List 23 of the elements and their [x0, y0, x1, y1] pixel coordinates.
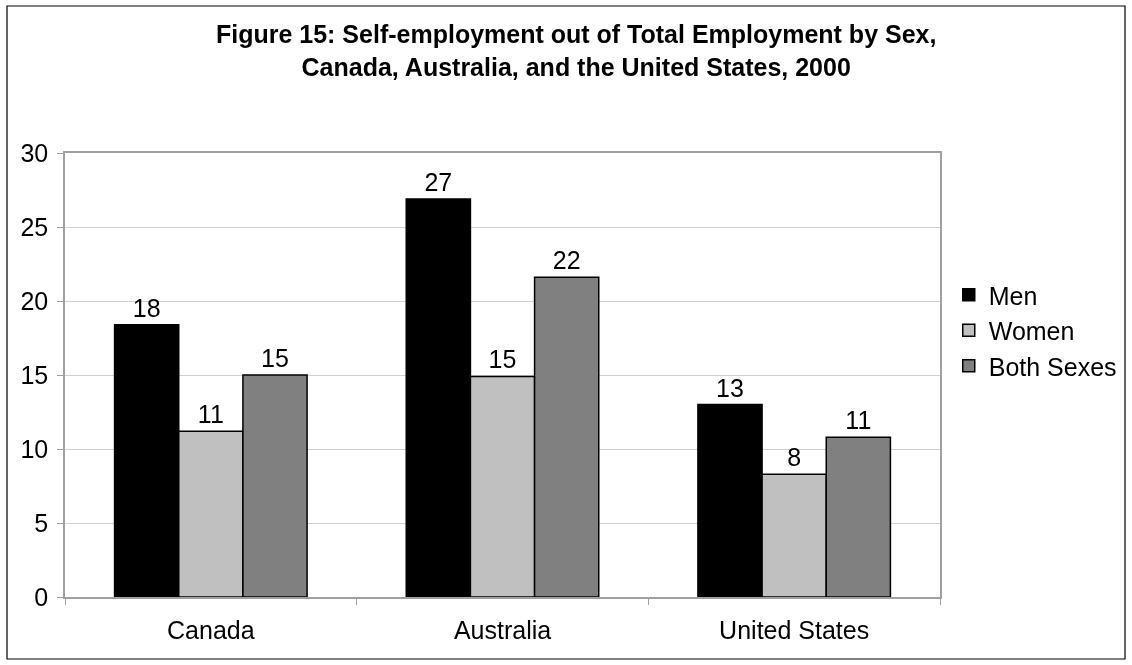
data-label: 15: [261, 344, 289, 372]
y-tick-label: 0: [34, 582, 49, 611]
y-tick-label: 30: [20, 138, 49, 167]
legend-label: Women: [988, 317, 1075, 346]
data-label: 8: [787, 443, 802, 472]
data-label: 27: [424, 167, 453, 196]
y-tick-label: 15: [20, 360, 49, 389]
data-label: 11: [845, 406, 872, 435]
x-tick-label: Canada: [167, 615, 255, 644]
legend-label: Men: [988, 281, 1038, 310]
data-label: 18: [132, 293, 161, 322]
data-label: 15: [488, 345, 517, 374]
y-tick-label: 25: [20, 212, 49, 241]
y-tick-label: 10: [20, 434, 49, 463]
y-tick-label: 5: [34, 508, 49, 537]
data-label: 13: [716, 373, 744, 402]
x-tick-label: United States: [719, 615, 870, 644]
chart-title: Figure 15: Self-employment out of Total Employment by Sex, Canada, Australia, and the United States, 2000: [215, 20, 937, 81]
x-tick-label: Australia: [453, 615, 552, 644]
y-tick-label: 20: [20, 286, 49, 315]
data-label: 22: [552, 246, 581, 275]
legend-label: Both Sexes: [988, 352, 1117, 381]
data-label: 11: [197, 400, 224, 429]
